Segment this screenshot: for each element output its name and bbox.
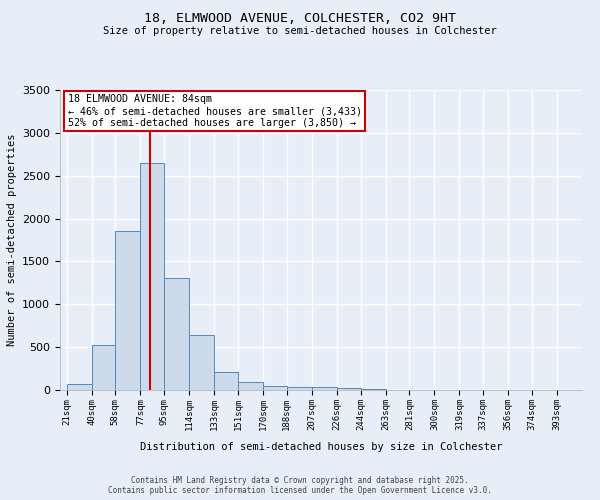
Text: 18, ELMWOOD AVENUE, COLCHESTER, CO2 9HT: 18, ELMWOOD AVENUE, COLCHESTER, CO2 9HT (144, 12, 456, 26)
Bar (287, 386, 312, 390)
Bar (67, 384, 92, 390)
Bar (361, 389, 386, 390)
Bar (140, 163, 164, 390)
Bar (92, 344, 115, 390)
Bar (214, 372, 238, 390)
Text: Contains HM Land Registry data © Crown copyright and database right 2025.
Contai: Contains HM Land Registry data © Crown c… (108, 476, 492, 495)
Text: Distribution of semi-detached houses by size in Colchester: Distribution of semi-detached houses by … (140, 442, 502, 452)
Bar (115, 232, 140, 390)
Bar (337, 388, 361, 390)
Bar (238, 382, 263, 390)
Text: 18 ELMWOOD AVENUE: 84sqm
← 46% of semi-detached houses are smaller (3,433)
52% o: 18 ELMWOOD AVENUE: 84sqm ← 46% of semi-d… (68, 94, 362, 128)
Y-axis label: Number of semi-detached properties: Number of semi-detached properties (7, 134, 17, 346)
Bar (312, 388, 337, 390)
Bar (164, 278, 189, 390)
Text: Size of property relative to semi-detached houses in Colchester: Size of property relative to semi-detach… (103, 26, 497, 36)
Bar (263, 386, 287, 390)
Bar (189, 335, 214, 390)
